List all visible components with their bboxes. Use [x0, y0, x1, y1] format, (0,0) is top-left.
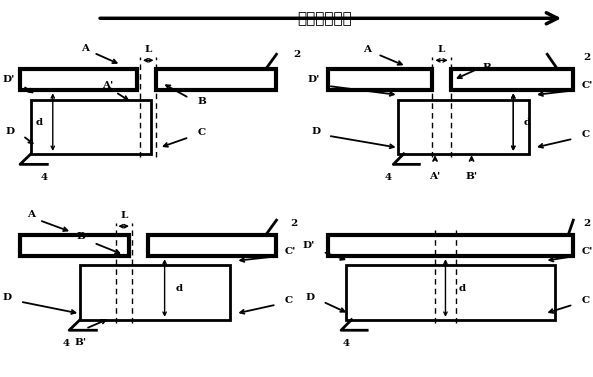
Text: 4: 4: [63, 339, 70, 348]
Text: A: A: [27, 210, 35, 219]
Text: C': C': [285, 247, 296, 256]
Text: d: d: [36, 118, 43, 127]
Text: A': A': [102, 81, 113, 90]
Text: C: C: [285, 296, 293, 305]
Text: 2: 2: [584, 219, 591, 228]
Text: C': C': [581, 247, 592, 256]
Text: A: A: [81, 44, 90, 53]
Bar: [20, 69, 138, 90]
Text: B: B: [197, 97, 206, 106]
Bar: [157, 69, 276, 90]
Text: C': C': [581, 81, 592, 90]
Text: D: D: [3, 293, 12, 302]
Text: D: D: [5, 127, 15, 136]
Text: C: C: [581, 296, 589, 305]
Text: 4: 4: [41, 173, 48, 182]
Bar: [328, 69, 432, 90]
Text: L: L: [145, 45, 152, 54]
Text: D': D': [2, 75, 15, 84]
Bar: [328, 235, 573, 256]
Bar: [398, 100, 529, 154]
Text: D': D': [308, 75, 320, 84]
Text: B: B: [482, 63, 491, 72]
Text: d: d: [176, 284, 183, 293]
Bar: [451, 69, 573, 90]
Text: L: L: [120, 211, 127, 220]
Text: D: D: [311, 127, 320, 136]
Text: 4: 4: [343, 339, 350, 348]
Bar: [31, 100, 151, 154]
Text: 2: 2: [293, 50, 300, 59]
Text: d: d: [458, 284, 466, 293]
Bar: [148, 235, 276, 256]
Text: 4: 4: [384, 173, 391, 182]
Text: B': B': [74, 338, 86, 347]
Text: B': B': [466, 172, 477, 181]
Text: A': A': [429, 172, 441, 181]
Bar: [346, 265, 555, 320]
Text: L: L: [438, 45, 445, 54]
Text: C: C: [581, 130, 589, 139]
Text: 2: 2: [584, 53, 591, 62]
Text: C: C: [197, 128, 206, 137]
Text: 列车行进方向: 列车行进方向: [298, 11, 352, 26]
Text: B: B: [76, 232, 85, 241]
Bar: [80, 265, 230, 320]
Text: 2: 2: [290, 219, 297, 228]
Text: A: A: [363, 45, 371, 54]
Text: d: d: [524, 118, 531, 127]
Text: D': D': [302, 241, 315, 250]
Text: D: D: [306, 293, 315, 302]
Bar: [20, 235, 129, 256]
